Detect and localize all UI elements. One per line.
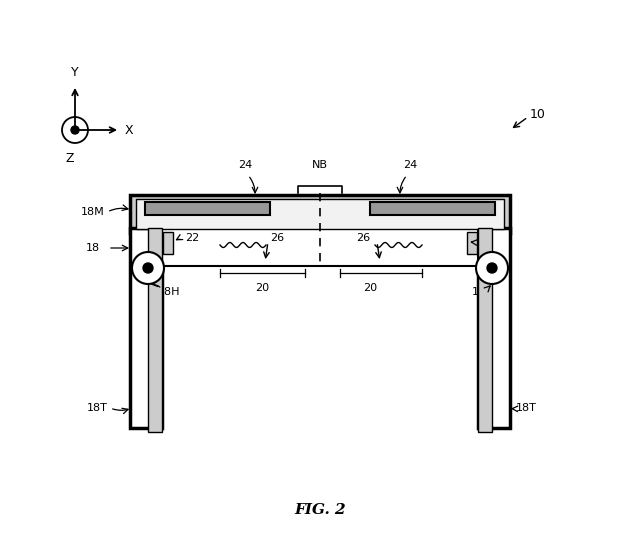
Text: 24: 24 — [238, 160, 252, 170]
Text: 26: 26 — [356, 233, 370, 243]
Circle shape — [476, 252, 508, 284]
Text: 18T: 18T — [516, 403, 537, 413]
Circle shape — [62, 117, 88, 143]
Circle shape — [71, 126, 79, 134]
Text: 22: 22 — [475, 233, 489, 243]
Bar — [148, 228, 162, 432]
Circle shape — [487, 263, 497, 273]
Text: 18: 18 — [86, 243, 100, 253]
Text: 18H: 18H — [472, 287, 495, 297]
Bar — [467, 232, 477, 254]
Bar — [163, 232, 173, 254]
Text: 18H: 18H — [158, 287, 180, 297]
Text: 20: 20 — [363, 283, 377, 293]
Text: Y: Y — [71, 66, 79, 79]
Text: 22: 22 — [185, 233, 199, 243]
Text: Z: Z — [66, 152, 74, 165]
Bar — [478, 228, 492, 432]
Bar — [478, 228, 510, 428]
Bar — [162, 228, 478, 266]
Bar — [370, 202, 495, 215]
Bar — [130, 195, 510, 233]
Text: 10: 10 — [530, 108, 546, 121]
Text: NB: NB — [312, 160, 328, 170]
Text: 20: 20 — [255, 283, 269, 293]
Bar — [145, 202, 270, 215]
Bar — [136, 199, 504, 229]
Bar — [130, 228, 162, 428]
Text: FIG. 2: FIG. 2 — [294, 503, 346, 517]
Text: X: X — [125, 123, 134, 137]
Circle shape — [143, 263, 153, 273]
Text: 18T: 18T — [87, 403, 108, 413]
Text: 18M: 18M — [81, 207, 105, 217]
Circle shape — [132, 252, 164, 284]
Text: 26: 26 — [270, 233, 284, 243]
Text: 24: 24 — [403, 160, 417, 170]
